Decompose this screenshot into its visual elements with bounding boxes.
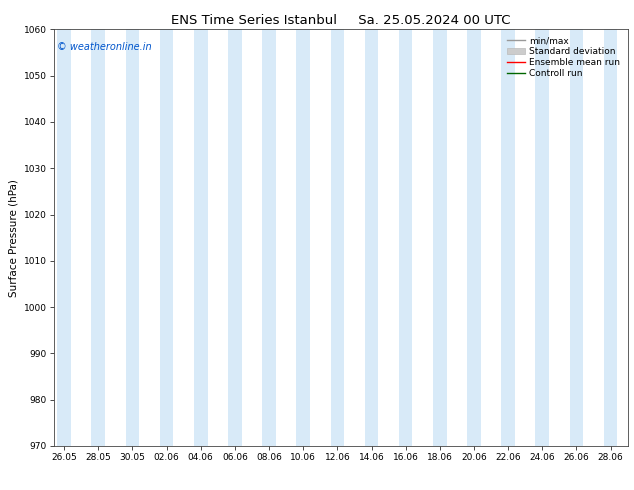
- Bar: [536, 29, 549, 446]
- Text: © weatheronline.in: © weatheronline.in: [57, 42, 152, 52]
- Legend: min/max, Standard deviation, Ensemble mean run, Controll run: min/max, Standard deviation, Ensemble me…: [504, 34, 623, 81]
- Bar: [296, 29, 310, 446]
- Bar: [399, 29, 413, 446]
- Bar: [262, 29, 276, 446]
- Bar: [433, 29, 446, 446]
- Bar: [126, 29, 139, 446]
- Bar: [467, 29, 481, 446]
- Y-axis label: Surface Pressure (hPa): Surface Pressure (hPa): [8, 179, 18, 296]
- Bar: [194, 29, 207, 446]
- Bar: [604, 29, 618, 446]
- Bar: [365, 29, 378, 446]
- Bar: [501, 29, 515, 446]
- Bar: [57, 29, 71, 446]
- Bar: [569, 29, 583, 446]
- Bar: [91, 29, 105, 446]
- Title: ENS Time Series Istanbul     Sa. 25.05.2024 00 UTC: ENS Time Series Istanbul Sa. 25.05.2024 …: [171, 14, 510, 27]
- Bar: [160, 29, 174, 446]
- Bar: [228, 29, 242, 446]
- Bar: [330, 29, 344, 446]
